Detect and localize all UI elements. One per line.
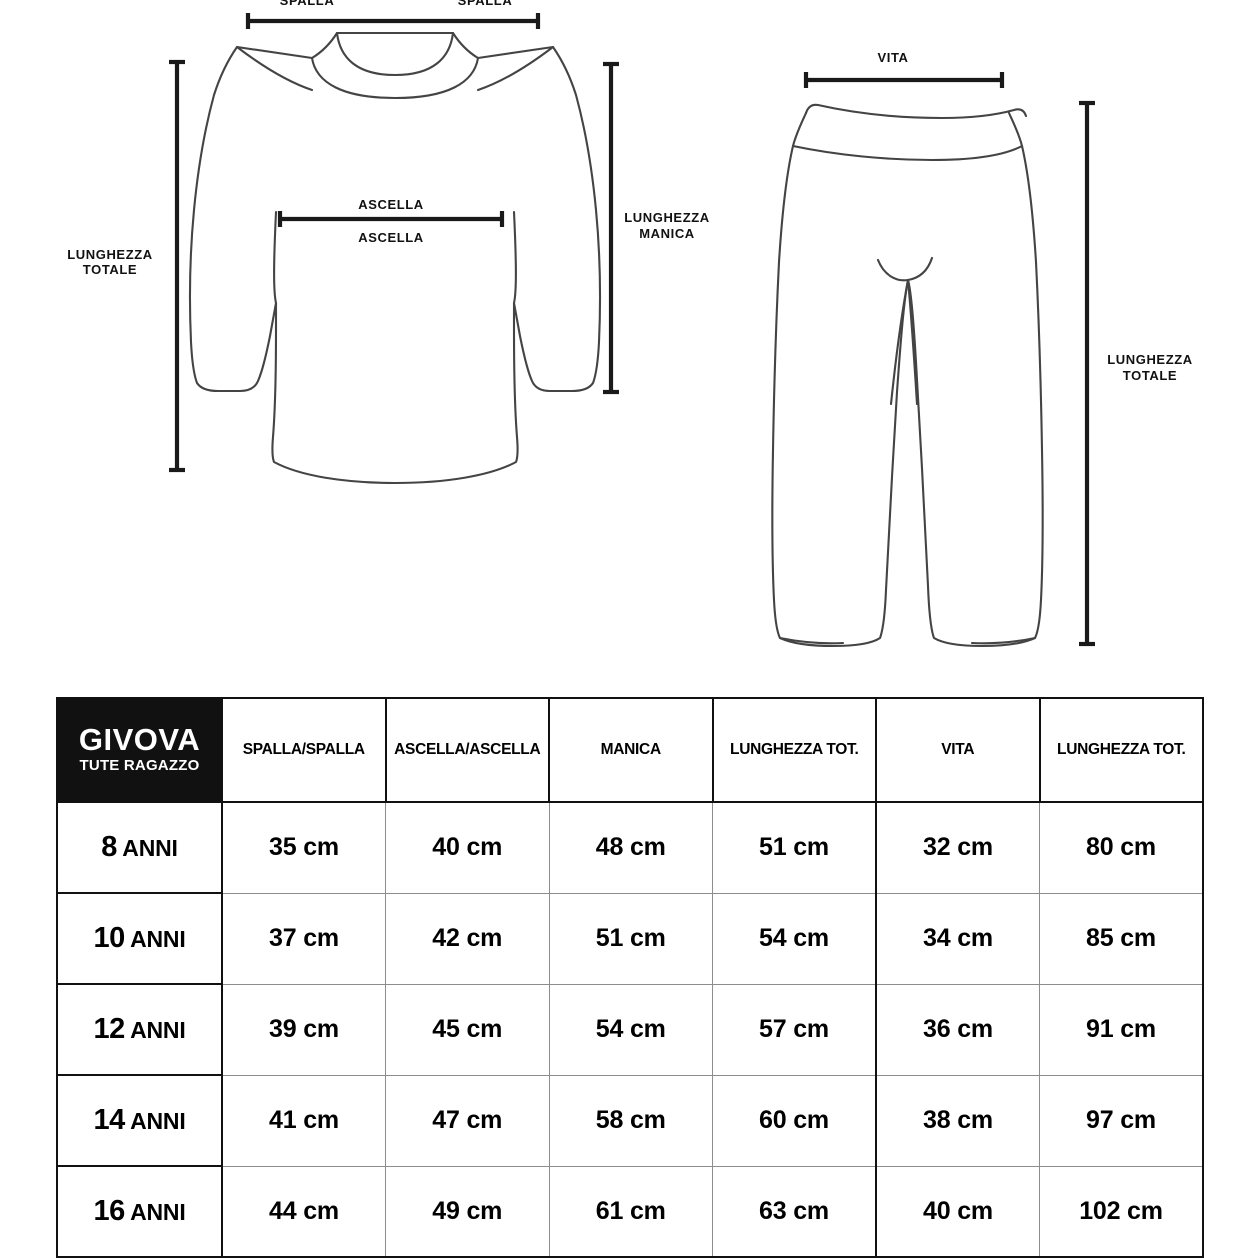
cell-manica: 61 cm — [548, 1165, 713, 1258]
sweatshirt-illustration — [188, 31, 602, 485]
column-header-manica: MANICA — [548, 697, 714, 803]
brand-subtitle: TUTE RAGAZZO — [79, 757, 200, 775]
cell-ascella-ascella: 47 cm — [385, 1074, 550, 1167]
size-label-10: 10 ANNI — [56, 892, 223, 985]
label-ascella-above: ASCELLA — [358, 197, 424, 212]
size-unit: ANNI — [130, 1199, 186, 1225]
table-row: 10 ANNI 37 cm 42 cm 51 cm 54 cm 34 cm 85… — [56, 892, 1204, 985]
cell-lunghezza-tot-shirt: 63 cm — [712, 1165, 877, 1258]
cell-ascella-ascella: 42 cm — [385, 892, 550, 985]
cell-lunghezza-tot-pants: 97 cm — [1039, 1074, 1204, 1167]
cell-vita: 32 cm — [875, 801, 1040, 894]
joggers-illustration — [771, 103, 1044, 648]
brand-cell: GIVOVA TUTE RAGAZZO — [56, 697, 223, 803]
size-number: 10 — [93, 922, 125, 954]
label-lunghezza-manica-line1: LUNGHEZZA — [624, 210, 710, 225]
size-unit: ANNI — [130, 1017, 186, 1043]
chest-dimension: ASCELLA ASCELLA — [277, 197, 505, 245]
garment-diagram: SPALLA SPALLA LUNGHEZZA TOTALE ASCELLA A… — [67, 0, 1193, 648]
column-header-lunghezza-tot-shirt: LUNGHEZZA TOT. — [711, 697, 877, 803]
cell-spalla-spalla: 41 cm — [221, 1074, 386, 1167]
cell-lunghezza-tot-pants: 85 cm — [1039, 892, 1204, 985]
size-chart-table: GIVOVA TUTE RAGAZZO SPALLA/SPALLA ASCELL… — [56, 697, 1204, 1258]
cell-ascella-ascella: 49 cm — [385, 1165, 550, 1258]
cell-vita: 38 cm — [875, 1074, 1040, 1167]
size-label-8: 8 ANNI — [56, 801, 223, 894]
size-label-16: 16 ANNI — [56, 1165, 223, 1258]
cell-lunghezza-tot-shirt: 54 cm — [712, 892, 877, 985]
cell-manica: 48 cm — [548, 801, 713, 894]
label-lunghezza-totale-top-line1: LUNGHEZZA — [67, 247, 153, 262]
brand-name: GIVOVA — [78, 721, 201, 757]
size-unit: ANNI — [130, 926, 186, 952]
cell-lunghezza-tot-shirt: 57 cm — [712, 983, 877, 1076]
cell-lunghezza-tot-shirt: 60 cm — [712, 1074, 877, 1167]
label-lunghezza-totale-top-line2: TOTALE — [83, 262, 137, 277]
column-header-vita: VITA — [875, 697, 1041, 803]
table-row: 12 ANNI 39 cm 45 cm 54 cm 57 cm 36 cm 91… — [56, 983, 1204, 1076]
cell-vita: 34 cm — [875, 892, 1040, 985]
size-number: 8 — [101, 831, 117, 863]
size-label-12: 12 ANNI — [56, 983, 223, 1076]
cell-lunghezza-tot-pants: 102 cm — [1039, 1165, 1204, 1258]
size-number: 16 — [93, 1195, 125, 1227]
size-number: 14 — [93, 1104, 125, 1136]
label-spalla-right: SPALLA — [458, 0, 513, 8]
table-row: 16 ANNI 44 cm 49 cm 61 cm 63 cm 40 cm 10… — [56, 1165, 1204, 1258]
cell-manica: 51 cm — [548, 892, 713, 985]
size-unit: ANNI — [130, 1108, 186, 1134]
column-header-lunghezza-tot-pants: LUNGHEZZA TOT. — [1038, 697, 1204, 803]
cell-vita: 36 cm — [875, 983, 1040, 1076]
cell-ascella-ascella: 40 cm — [385, 801, 550, 894]
column-header-ascella-ascella: ASCELLA/ASCELLA — [384, 697, 550, 803]
cell-spalla-spalla: 35 cm — [221, 801, 386, 894]
label-spalla-left: SPALLA — [280, 0, 335, 8]
total-length-dimension-bottom: LUNGHEZZA TOTALE — [1079, 100, 1193, 647]
cell-spalla-spalla: 37 cm — [221, 892, 386, 985]
sleeve-length-dimension: LUNGHEZZA MANICA — [603, 61, 710, 395]
cell-lunghezza-tot-pants: 80 cm — [1039, 801, 1204, 894]
size-unit: ANNI — [122, 835, 178, 861]
size-number: 12 — [93, 1013, 125, 1045]
cell-lunghezza-tot-pants: 91 cm — [1039, 983, 1204, 1076]
cell-vita: 40 cm — [875, 1165, 1040, 1258]
cell-spalla-spalla: 44 cm — [221, 1165, 386, 1258]
waist-dimension: VITA — [803, 50, 1005, 88]
cell-lunghezza-tot-shirt: 51 cm — [712, 801, 877, 894]
total-length-dimension-top: LUNGHEZZA TOTALE — [67, 59, 185, 473]
label-lunghezza-totale-bottom-line1: LUNGHEZZA — [1107, 352, 1193, 367]
size-label-14: 14 ANNI — [56, 1074, 223, 1167]
cell-spalla-spalla: 39 cm — [221, 983, 386, 1076]
label-vita: VITA — [877, 50, 908, 65]
table-header-row: GIVOVA TUTE RAGAZZO SPALLA/SPALLA ASCELL… — [56, 697, 1204, 803]
cell-manica: 54 cm — [548, 983, 713, 1076]
label-ascella-below: ASCELLA — [358, 230, 424, 245]
column-header-spalla-spalla: SPALLA/SPALLA — [221, 697, 387, 803]
shoulder-dimension: SPALLA SPALLA — [245, 0, 541, 29]
cell-manica: 58 cm — [548, 1074, 713, 1167]
size-table-container: GIVOVA TUTE RAGAZZO SPALLA/SPALLA ASCELL… — [56, 697, 1204, 1258]
table-row: 14 ANNI 41 cm 47 cm 58 cm 60 cm 38 cm 97… — [56, 1074, 1204, 1167]
label-lunghezza-manica-line2: MANICA — [639, 226, 695, 241]
table-row: 8 ANNI 35 cm 40 cm 48 cm 51 cm 32 cm 80 … — [56, 801, 1204, 894]
label-lunghezza-totale-bottom-line2: TOTALE — [1123, 368, 1177, 383]
cell-ascella-ascella: 45 cm — [385, 983, 550, 1076]
